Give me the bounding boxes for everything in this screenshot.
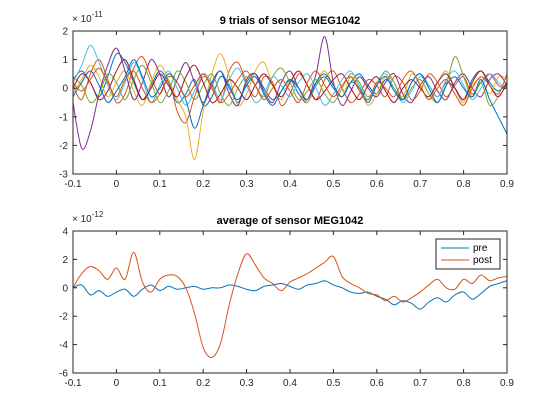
top-axes: 9 trials of sensor MEG1042 × 10-11 -0.1 0… [59,10,514,190]
bottom-series-pre [73,280,507,310]
bottom-chart-title: average of sensor MEG1042 [217,215,364,227]
bottom-x-tick-label: 0.3 [240,378,254,389]
top-x-tick-label: -0.1 [64,179,82,190]
bottom-x-tick-label: 0 [114,378,120,389]
top-axes-box [72,30,508,175]
bottom-y-multiplier-base: × 10 [72,214,92,225]
top-y-tick-label: -3 [59,170,68,181]
top-x-tick-label: 0 [114,179,120,190]
top-series-group [73,36,507,161]
top-x-tick-label: 0.7 [413,179,427,190]
legend-box [435,238,501,270]
bottom-x-tick-label: -0.1 [64,378,82,389]
legend: pre post [435,238,501,270]
top-y-multiplier-base: × 10 [72,14,92,25]
bottom-series-post [73,251,507,358]
top-y-tick-label: -2 [59,141,68,152]
top-x-tick-label: 0.9 [500,179,514,190]
top-series-trial-7 [73,58,507,104]
top-series-trial-9 [73,67,507,106]
top-y-multiplier: × 10-11 [72,10,103,25]
top-x-tick-label: 0.6 [370,179,384,190]
top-x-tick-label: 0.5 [326,179,340,190]
bottom-y-multiplier: × 10-12 [72,210,104,225]
bottom-series-group [73,251,507,358]
bottom-y-tick-label: 0 [62,283,68,294]
bottom-x-tick-label: 0.1 [153,378,167,389]
top-series-trial-2 [73,56,507,124]
bottom-y-tick-label: -6 [59,369,68,380]
top-series-trial-6 [73,44,507,106]
bottom-x-tick-label: 0.9 [500,378,514,389]
bottom-x-tick-label: 0.5 [326,378,340,389]
top-x-tick-label: 0.3 [240,179,254,190]
top-chart-title: 9 trials of sensor MEG1042 [220,15,361,27]
bottom-x-tick-label: 0.7 [413,378,427,389]
bottom-axes: average of sensor MEG1042 × 10-12 -0.1 0 0… [59,210,514,389]
bottom-x-tick-label: 0.8 [457,378,471,389]
top-series-trial-5 [73,56,507,107]
top-x-tick-label: 0.4 [283,179,297,190]
bottom-y-multiplier-exponent: -12 [92,210,104,219]
bottom-y-tick-label: -4 [59,340,68,351]
legend-label-pre: pre [473,243,488,254]
bottom-x-tick-label: 0.4 [283,378,297,389]
bottom-y-tick-label: -2 [59,312,68,323]
top-y-tick-label: 2 [62,27,68,38]
top-series-trial-8 [73,59,507,135]
top-y-multiplier-exponent: -11 [92,10,104,19]
legend-label-post: post [473,255,492,266]
bottom-y-tick-label: 2 [62,255,68,266]
top-y-tick-label: -1 [59,112,68,123]
top-x-tick-label: 0.8 [457,179,471,190]
top-y-tick-label: 1 [62,55,68,66]
bottom-x-tick-label: 0.6 [370,378,384,389]
bottom-y-tick-label: 4 [62,227,68,238]
bottom-x-tick-label: 0.2 [196,378,210,389]
top-x-tick-label: 0.2 [196,179,210,190]
top-y-tick-label: 0 [62,84,68,95]
top-x-tick-label: 0.1 [153,179,167,190]
